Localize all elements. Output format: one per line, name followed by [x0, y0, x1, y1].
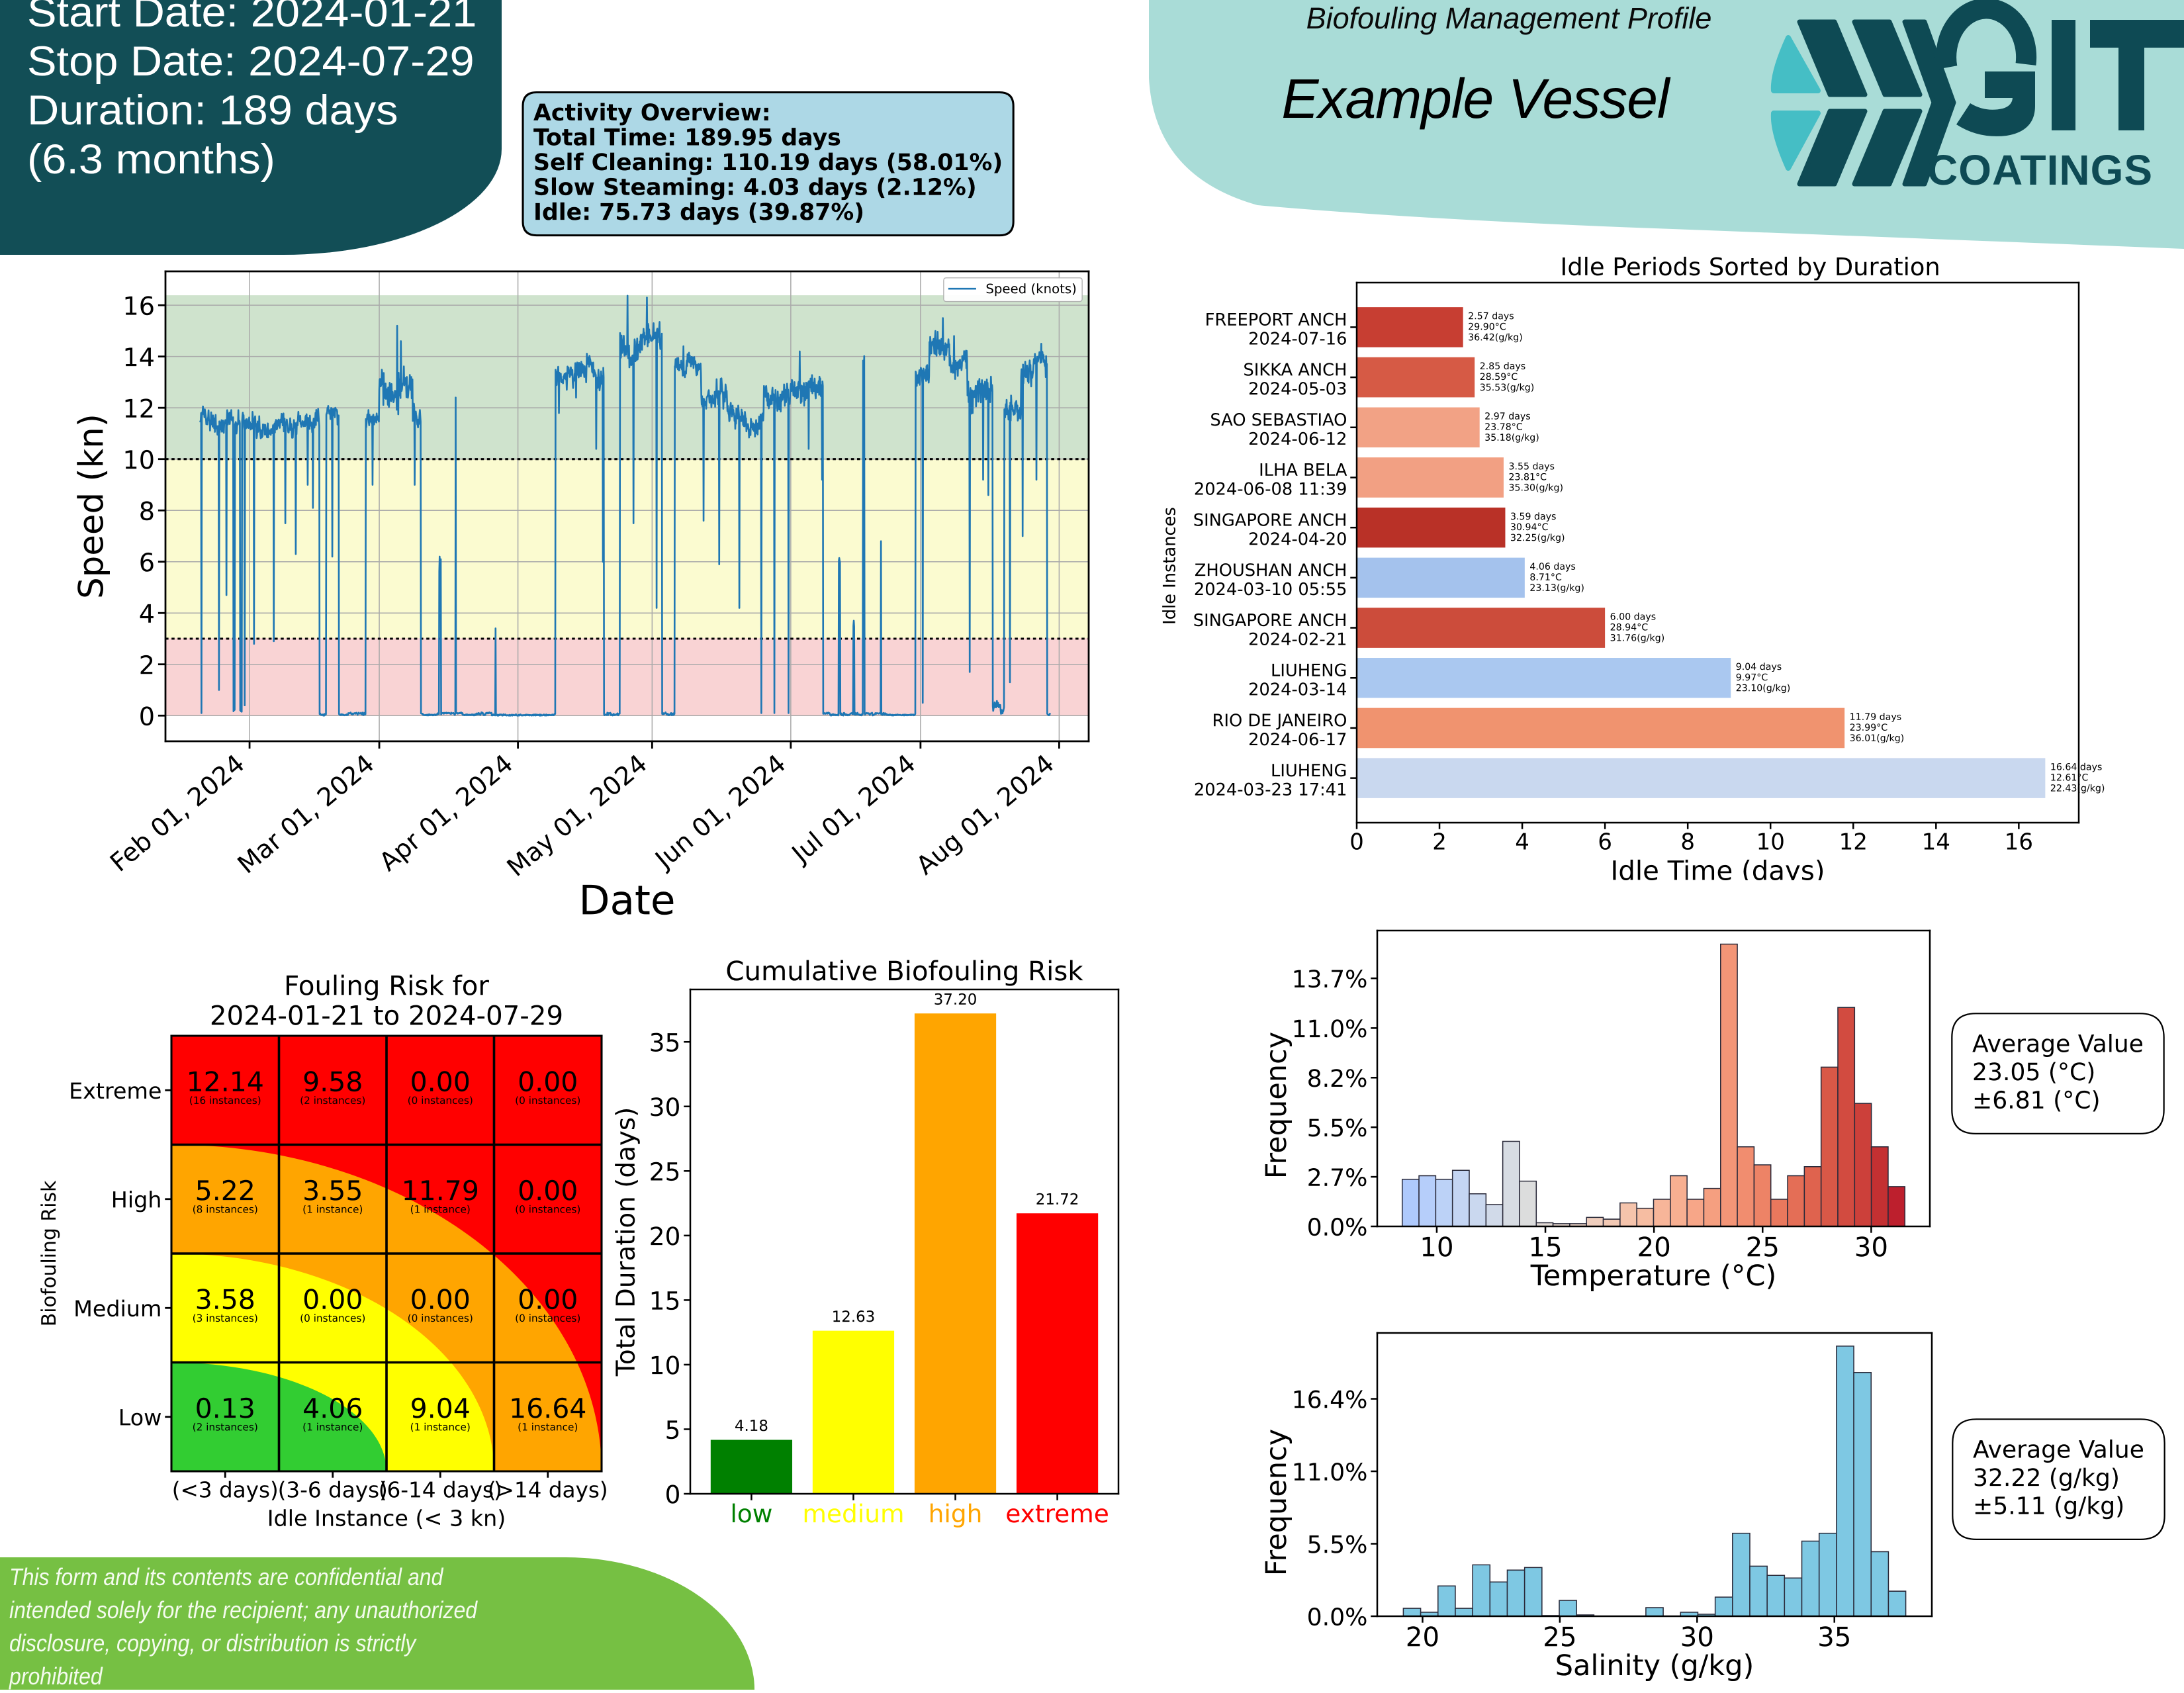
svg-text:COATINGS: COATINGS [1927, 146, 2153, 194]
